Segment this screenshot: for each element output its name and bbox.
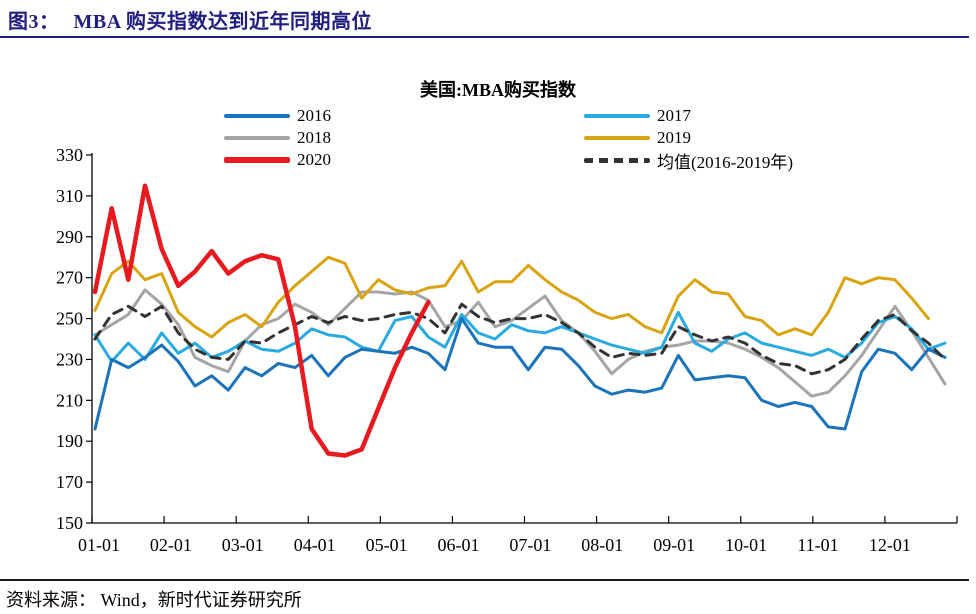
figure-title: MBA 购买指数达到近年同期高位 [73,11,373,33]
legend-item--2016-2019-: 均值(2016-2019年) [584,149,793,172]
chart-legend-column-2: 2017 2019 均值(2016-2019年) [584,105,793,172]
series-line-2019 [93,255,930,339]
series-line-2017 [93,310,947,363]
figure-label: 图3： [8,11,60,33]
x-tick-label: 08-01 [581,535,623,555]
x-tick-label: 12-01 [869,535,911,555]
x-tick-label: 07-01 [509,535,551,555]
footer-rule [0,579,969,581]
y-tick-label: 290 [56,227,83,247]
legend-swatch [584,136,650,140]
y-tick-label: 250 [56,309,83,329]
x-tick-label: 11-01 [797,535,838,555]
series-line-2018 [93,288,947,398]
legend-label: 均值(2016-2019年) [657,152,793,172]
x-tick-label: 01-01 [78,535,120,555]
legend-item-2019: 2019 [584,127,793,149]
legend-item-2017: 2017 [584,105,793,127]
header-rule [0,36,969,38]
series-line-2020 [92,183,431,458]
legend-label: 2018 [297,128,331,147]
legend-item-2018: 2018 [224,127,331,149]
legend-label: 2019 [657,128,691,147]
x-tick-label: 03-01 [222,535,264,555]
y-tick-label: 230 [56,349,83,369]
legend-swatch [584,157,650,163]
x-tick-label: 10-01 [725,535,767,555]
figure-header: 图3： MBA 购买指数达到近年同期高位 [8,5,968,34]
y-tick-label: 150 [56,513,83,533]
series-line-2016 [93,317,947,431]
legend-swatch [584,114,650,118]
y-tick-label: 210 [56,390,83,410]
x-tick-label: 02-01 [150,535,192,555]
x-tick-label: 09-01 [653,535,695,555]
y-tick-label: 310 [56,186,83,206]
legend-label: 2016 [297,106,331,125]
y-tick-label: 270 [56,268,83,288]
x-tick-label: 04-01 [294,535,336,555]
legend-swatch [224,114,290,118]
series-line--2016-2019- [93,302,947,376]
legend-swatch [224,157,290,163]
legend-item-2016: 2016 [224,105,331,127]
legend-item-2020: 2020 [224,149,331,171]
chart-title: 美国:MBA购买指数 [420,80,576,100]
y-tick-label: 190 [56,431,83,451]
source-note: 资料来源： Wind，新时代证券研究所 [6,590,302,610]
chart-legend-column-1: 2016 2018 2020 [224,105,331,171]
legend-label: 2017 [657,106,691,125]
legend-label: 2020 [297,150,331,169]
y-tick-label: 330 [56,145,83,165]
x-tick-label: 06-01 [438,535,480,555]
y-tick-label: 170 [56,472,83,492]
x-tick-label: 05-01 [366,535,408,555]
legend-swatch [224,136,290,140]
